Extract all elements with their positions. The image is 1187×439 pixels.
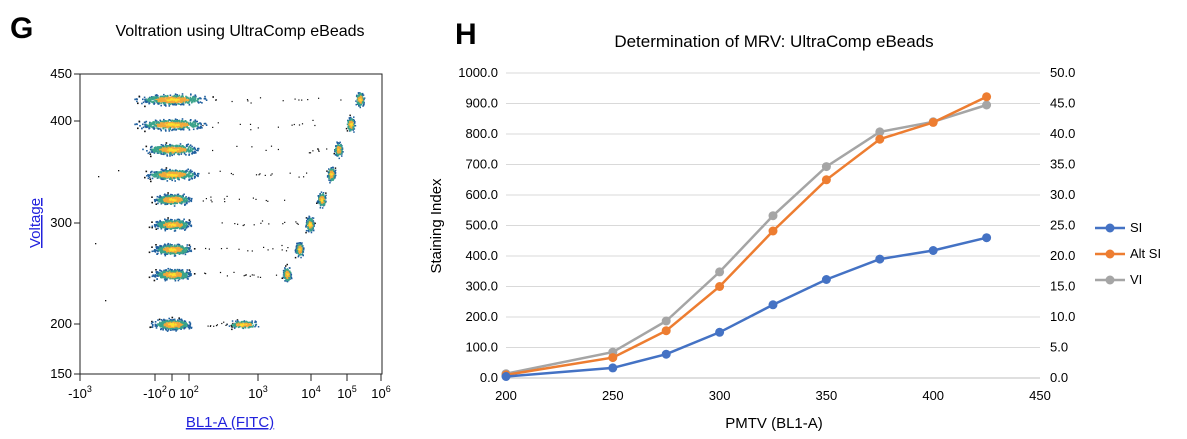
panel-g-xtick: 106 [371, 384, 390, 401]
h-data-point [501, 372, 511, 381]
panel-g-plot-area [79, 73, 383, 375]
h-data-point [608, 363, 618, 373]
h-legend-label: SI [1130, 220, 1142, 235]
h-ytick-label: 100.0 [465, 340, 498, 355]
h-y2tick-label: 0.0 [1050, 370, 1068, 385]
panel-g-xtick: 102 [179, 384, 198, 401]
h-data-point [928, 117, 938, 127]
h-data-point [875, 127, 885, 137]
panel-g-ytick: 450 [50, 66, 72, 81]
panel-g-xtick: 105 [337, 384, 356, 401]
h-y2tick-label: 25.0 [1050, 218, 1075, 233]
h-data-point [982, 92, 992, 102]
h-data-point [982, 233, 992, 243]
h-legend-marker [1105, 275, 1115, 285]
h-ytick-label: 800.0 [465, 126, 498, 141]
h-data-point [821, 175, 831, 185]
h-data-point [715, 267, 725, 277]
h-ytick-label: 400.0 [465, 248, 498, 263]
panel-h-legend: SI Alt SI VI [1095, 220, 1161, 287]
h-legend-marker [1105, 223, 1115, 233]
h-y2tick-label: 15.0 [1050, 279, 1075, 294]
h-data-point [768, 300, 778, 310]
panel-g-xtick: -103 [68, 384, 92, 401]
h-xtick-label: 350 [816, 388, 838, 403]
h-ytick-label: 600.0 [465, 187, 498, 202]
panel-g-density-events [95, 92, 366, 332]
panel-h-letter: H [455, 18, 477, 51]
h-ytick-label: 900.0 [465, 96, 498, 111]
h-data-point [875, 134, 885, 144]
h-ytick-label: 200.0 [465, 309, 498, 324]
h-data-point [661, 316, 671, 326]
h-y2tick-label: 20.0 [1050, 248, 1075, 263]
h-data-point [501, 369, 511, 379]
panel-h-x-axis: 200 250 300 350 400 450 [495, 388, 1051, 403]
panel-g-ytick: 300 [50, 215, 72, 230]
h-data-point [608, 347, 618, 357]
h-xtick-label: 200 [495, 388, 517, 403]
h-data-point [501, 370, 511, 380]
panel-g-ytick: 400 [50, 113, 72, 128]
h-xtick-label: 300 [709, 388, 731, 403]
h-data-point [821, 275, 831, 284]
h-y2tick-label: 50.0 [1050, 65, 1075, 80]
h-y2tick-label: 5.0 [1050, 340, 1068, 355]
h-y2tick-label: 45.0 [1050, 96, 1075, 111]
h-data-point [768, 226, 778, 236]
panel-h-y-label: Staining Index [428, 178, 445, 274]
h-data-point [608, 353, 618, 363]
panel-g-xtick: 0 [168, 386, 175, 401]
h-data-point [661, 349, 671, 359]
h-y2tick-label: 40.0 [1050, 126, 1075, 141]
h-series-line-vi [505, 103, 987, 375]
h-ytick-label: 0.0 [480, 370, 498, 385]
h-data-point [875, 254, 885, 264]
panel-h-y-axis: 0.0 100.0 200.0 300.0 400.0 500.0 600.0 700.0 80… [458, 65, 498, 385]
h-data-point [661, 326, 671, 336]
panel-g-ytick: 200 [50, 316, 72, 331]
panel-g-xtick: 104 [301, 384, 320, 401]
h-y2tick-label: 30.0 [1050, 187, 1075, 202]
h-y2tick-label: 10.0 [1050, 309, 1075, 324]
h-xtick-label: 400 [922, 388, 944, 403]
panel-h-secondary-y-axis: 0.0 5.0 10.0 15.0 20.0 25.0 30.0 35.0 40.0 45.0 50… [1050, 65, 1075, 385]
h-legend-label: Alt SI [1130, 246, 1161, 261]
panel-g-x-axis: -103 -102 0 102 103 104 105 106 [68, 374, 391, 401]
panel-g-letter: G [10, 12, 33, 45]
h-data-point [715, 282, 725, 291]
panel-g-y-label[interactable]: Voltage [27, 198, 44, 248]
panel-h-series-group [501, 92, 992, 381]
h-series-line-si [505, 236, 987, 378]
h-ytick-label: 700.0 [465, 157, 498, 172]
panel-g-ytick: 150 [50, 366, 72, 381]
h-y2tick-label: 35.0 [1050, 157, 1075, 172]
h-data-point [715, 327, 725, 337]
panel-h-gridlines [506, 72, 1040, 379]
h-data-point [928, 117, 938, 127]
h-legend-marker [1105, 249, 1115, 259]
panel-h-x-label: PMTV (BL1-A) [725, 415, 823, 432]
panel-g-flow-plot: G Voltration using UltraComp eBeads 450 … [10, 12, 391, 431]
panel-h-title: Determination of MRV: UltraComp eBeads [614, 32, 933, 51]
h-ytick-label: 300.0 [465, 279, 498, 294]
h-legend-label: VI [1130, 272, 1142, 287]
h-ytick-label: 1000.0 [458, 65, 498, 80]
panel-g-xtick: 103 [248, 384, 267, 401]
h-data-point [982, 100, 992, 110]
h-data-point [821, 162, 831, 172]
panel-g-y-axis: 450 400 300 200 150 [50, 66, 80, 381]
h-series-line-alt-si [505, 95, 988, 377]
h-xtick-label: 250 [602, 388, 624, 403]
h-data-point [928, 246, 938, 255]
panel-g-x-label[interactable]: BL1-A (FITC) [186, 414, 274, 431]
panel-g-title: Voltration using UltraComp eBeads [115, 23, 364, 40]
panel-g-xtick: -102 [143, 384, 167, 401]
h-xtick-label: 450 [1029, 388, 1051, 403]
h-ytick-label: 500.0 [465, 218, 498, 233]
h-data-point [768, 211, 778, 221]
